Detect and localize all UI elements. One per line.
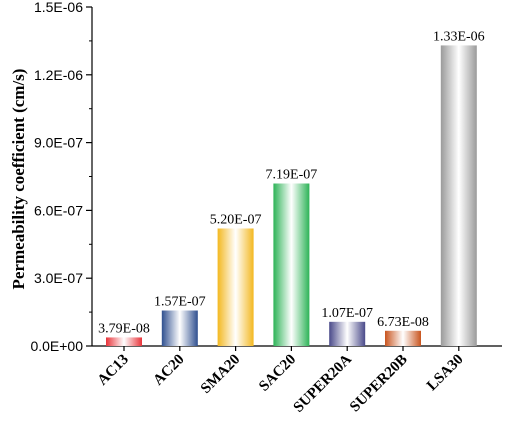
- x-tick-label: LSA30: [424, 352, 467, 395]
- bar-super20b: [385, 330, 421, 346]
- data-label: 5.20E-07: [210, 212, 262, 227]
- y-tick-label: 9.0E-07: [34, 135, 83, 151]
- x-tick-label: AC20: [150, 352, 187, 389]
- y-axis: 0.0E+00 3.0E-07 6.0E-07 9.0E-07 1.2E-06 1.5E-…: [30, 0, 93, 354]
- y-axis-label: Permeability coefficient (cm/s): [9, 69, 28, 290]
- bar-ac20: [161, 310, 198, 346]
- data-label: 3.79E-08: [98, 321, 150, 336]
- y-tick-label: 3.0E-07: [34, 270, 83, 286]
- data-label: 1.07E-07: [321, 306, 373, 321]
- data-labels: 3.79E-08 1.57E-07 5.20E-07 7.19E-07 1.07E-07…: [98, 29, 485, 336]
- bars: [106, 45, 477, 347]
- data-label: 7.19E-07: [266, 168, 318, 183]
- x-tick-label: AC13: [95, 352, 132, 389]
- y-tick-label: 0.0E+00: [30, 338, 83, 354]
- bar-super20a: [329, 321, 366, 346]
- x-tick-label: SMA20: [198, 352, 243, 397]
- y-tick-label: 1.2E-06: [34, 67, 83, 83]
- x-tick-label: SUPER20A: [291, 351, 355, 415]
- x-tick-label: SUPER20B: [347, 352, 411, 416]
- data-label: 1.33E-06: [433, 29, 485, 44]
- data-label: 6.73E-08: [377, 315, 429, 330]
- bar-sma20: [217, 228, 254, 346]
- data-label: 1.57E-07: [154, 295, 206, 310]
- x-tick-label: SAC20: [256, 352, 299, 395]
- y-tick-label: 6.0E-07: [34, 202, 83, 218]
- bar-lsa30: [440, 45, 477, 347]
- bar-ac13: [106, 337, 142, 346]
- y-tick-label: 1.5E-06: [34, 0, 83, 15]
- bar-sac20: [273, 183, 310, 346]
